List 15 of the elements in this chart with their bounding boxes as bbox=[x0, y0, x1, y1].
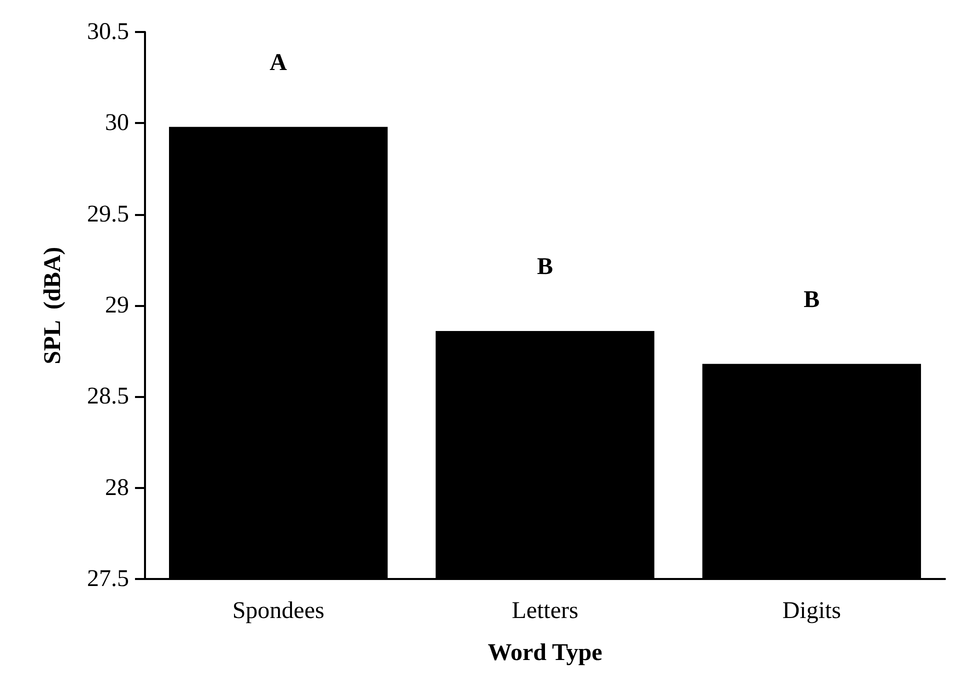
y-tick-label: 30 bbox=[105, 110, 129, 136]
annotation: B bbox=[804, 286, 820, 313]
x-axis-title: Word Type bbox=[488, 640, 603, 666]
annotation: B bbox=[536, 254, 554, 280]
y-tick-label: 28.5 bbox=[87, 384, 129, 410]
y-tick-label: 28 bbox=[105, 474, 129, 501]
y-tick-label: 27.5 bbox=[87, 566, 129, 592]
y-tick-label: 30.5 bbox=[87, 19, 129, 45]
y-axis-title: SPL (dBA) bbox=[40, 246, 66, 364]
x-tick-label: Spondees bbox=[232, 598, 324, 624]
annotation: A bbox=[270, 50, 288, 76]
y-tick-label: 29 bbox=[105, 292, 129, 318]
y-tick-label: 29.5 bbox=[87, 201, 129, 228]
x-tick-label: Letters bbox=[512, 598, 578, 624]
x-tick-label: Digits bbox=[782, 598, 842, 624]
